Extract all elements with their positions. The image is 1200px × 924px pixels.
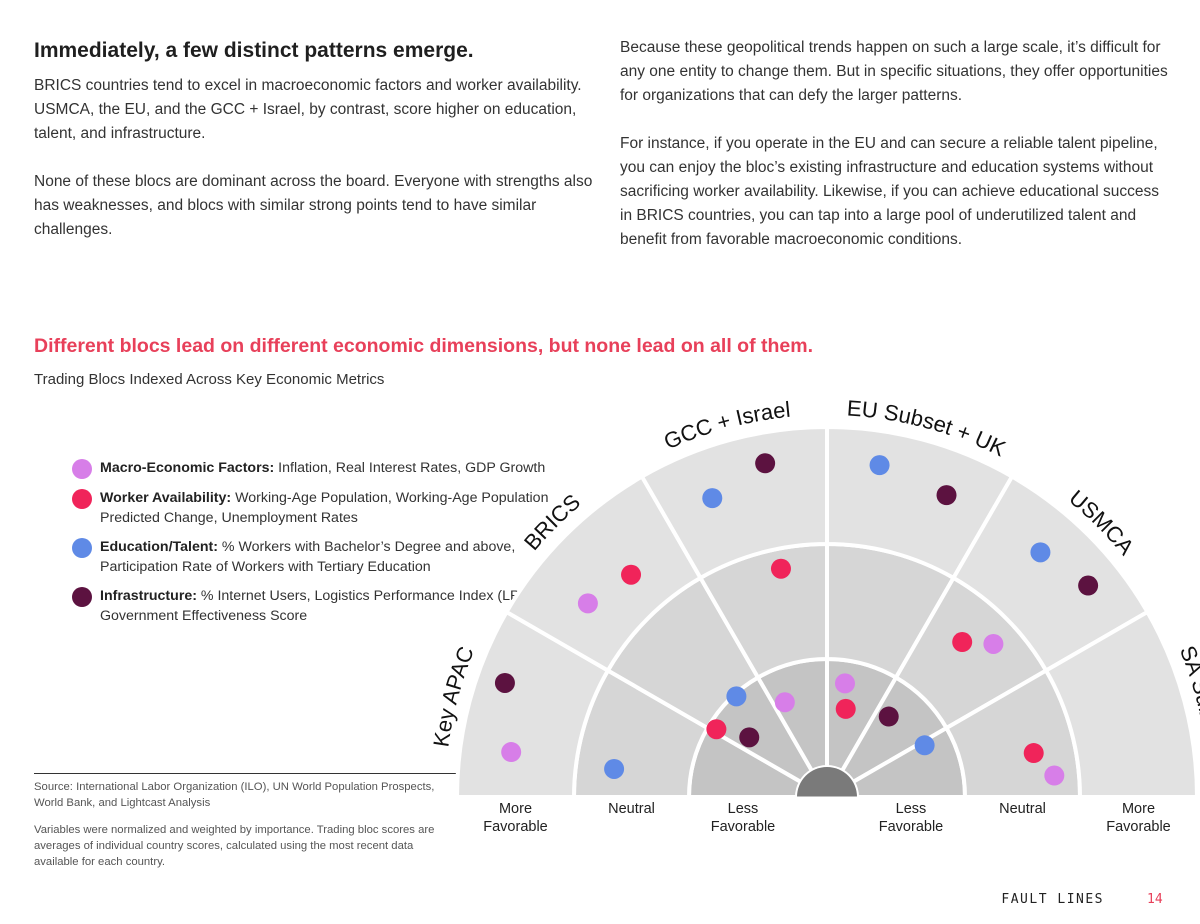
data-point <box>706 719 727 740</box>
data-point <box>1030 542 1051 563</box>
chart-hub <box>797 767 857 797</box>
data-points <box>494 453 1099 786</box>
legend-text: Education/Talent: % Workers with Bachelo… <box>100 537 552 577</box>
chart-subtitle: Trading Blocs Indexed Across Key Economi… <box>34 371 385 388</box>
legend-item-worker: Worker Availability: Working-Age Populat… <box>72 488 552 528</box>
intro-paragraph: For instance, if you operate in the EU a… <box>620 135 1160 248</box>
scale-label-line: Favorable <box>879 819 943 835</box>
legend-dot-worker <box>72 489 92 509</box>
intro-paragraph: Because these geopolitical trends happen… <box>620 39 1168 104</box>
data-point <box>1044 765 1065 786</box>
legend-desc: Working-Age Population, Working-Age Popu… <box>100 490 549 526</box>
data-point <box>834 673 855 694</box>
scale-label-line: More <box>499 801 532 817</box>
data-point <box>770 558 791 579</box>
scale-label-line: Less <box>728 801 759 817</box>
data-point <box>494 672 515 693</box>
legend-desc: Inflation, Real Interest Rates, GDP Grow… <box>274 460 546 476</box>
data-point <box>702 488 723 509</box>
legend-item-infrastructure: Infrastructure: % Internet Users, Logist… <box>72 586 552 626</box>
data-point <box>878 706 899 727</box>
legend-desc: % Workers with Bachelor’s Degree and abo… <box>100 539 516 575</box>
legend-dot-macro <box>72 459 92 479</box>
scale-label-line: Favorable <box>711 819 775 835</box>
legend-text: Infrastructure: % Internet Users, Logist… <box>100 586 552 626</box>
scale-label-line: More <box>1122 801 1155 817</box>
scale-label: Neutral <box>999 801 1046 817</box>
legend-text: Macro-Economic Factors: Inflation, Real … <box>100 458 545 478</box>
legend-key: Infrastructure: <box>100 588 197 604</box>
source-note: Source: International Labor Organization… <box>34 781 435 809</box>
source-divider <box>34 773 460 774</box>
data-point <box>577 593 598 614</box>
scale-label: More Favorable <box>483 801 547 835</box>
scale-label-line: Favorable <box>1106 819 1170 835</box>
intro-left-column: Immediately, a few distinct patterns eme… <box>34 36 594 242</box>
data-point <box>936 485 957 506</box>
intro-right-column: Because these geopolitical trends happen… <box>620 36 1168 252</box>
data-point <box>914 735 935 756</box>
data-point <box>952 632 973 653</box>
data-point <box>739 727 760 748</box>
legend-key: Macro-Economic Factors: <box>100 460 275 476</box>
intro-heading: Immediately, a few distinct patterns eme… <box>34 39 474 62</box>
data-point <box>604 758 625 779</box>
data-point <box>983 633 1004 654</box>
data-point <box>501 742 522 763</box>
scale-label: More Favorable <box>1106 801 1170 835</box>
data-point <box>1023 743 1044 764</box>
legend-desc: % Internet Users, Logistics Performance … <box>100 588 533 624</box>
chart-headline: Different blocs lead on different econom… <box>34 335 814 357</box>
legend-item-education: Education/Talent: % Workers with Bachelo… <box>72 537 552 577</box>
legend-dot-education <box>72 538 92 558</box>
chart-legend: Macro-Economic Factors: Inflation, Real … <box>72 458 552 635</box>
scale-label-line: Neutral <box>999 801 1046 817</box>
legend-item-macro: Macro-Economic Factors: Inflation, Real … <box>72 458 552 479</box>
data-point <box>726 686 747 707</box>
footer-brand: FAULT LINES <box>1001 892 1104 907</box>
intro-paragraph: None of these blocs are dominant across … <box>34 173 593 238</box>
scale-label-line: Favorable <box>483 819 547 835</box>
scale-label: Neutral <box>608 801 655 817</box>
data-point <box>869 455 890 476</box>
radial-sectors <box>454 424 1200 799</box>
data-point <box>755 453 776 474</box>
scale-label-line: Neutral <box>608 801 655 817</box>
data-point <box>621 564 642 585</box>
legend-text: Worker Availability: Working-Age Populat… <box>100 488 552 528</box>
scale-label: Less Favorable <box>879 801 943 835</box>
scale-label: Less Favorable <box>711 801 775 835</box>
data-point <box>835 698 856 719</box>
intro-paragraph: BRICS countries tend to excel in macroec… <box>34 77 582 142</box>
page-number: 14 <box>1147 892 1163 907</box>
legend-key: Education/Talent: <box>100 539 218 555</box>
legend-key: Worker Availability: <box>100 490 232 506</box>
data-point <box>774 692 795 713</box>
legend-dot-infrastructure <box>72 587 92 607</box>
scale-label-line: Less <box>896 801 927 817</box>
methodology-note: Variables were normalized and weighted b… <box>34 824 435 868</box>
data-point <box>1078 575 1099 596</box>
